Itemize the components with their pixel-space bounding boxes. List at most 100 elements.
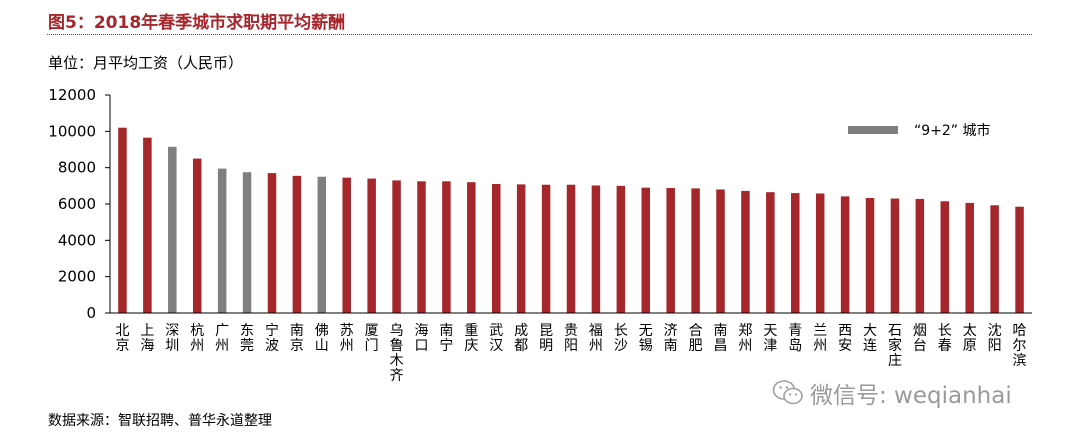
bar	[168, 146, 177, 313]
y-tick-label: 2000	[58, 268, 96, 286]
category-label-char: 沙	[614, 338, 628, 354]
y-tick-label: 4000	[58, 231, 96, 249]
category-label-char: 连	[863, 338, 877, 354]
category-label-char: 贵	[564, 323, 578, 339]
category-label-char: 长	[938, 323, 952, 339]
y-tick-label: 6000	[58, 195, 96, 213]
category-label-char: 武	[489, 323, 503, 339]
category-label-char: 深	[165, 323, 179, 339]
category-label-char: 济	[664, 323, 678, 339]
category-label: 大连	[863, 323, 877, 354]
category-label-char: 西	[838, 323, 852, 339]
category-label-char: 烟	[913, 323, 927, 339]
category-label-char: 木	[390, 353, 404, 369]
category-label-char: 滨	[1013, 353, 1027, 369]
bar	[791, 193, 800, 313]
category-label: 深圳	[165, 323, 179, 354]
category-label-char: 口	[414, 338, 428, 354]
bar	[242, 172, 252, 313]
title-divider	[47, 34, 1032, 35]
category-label: 沈阳	[988, 323, 1002, 354]
bars	[118, 127, 1024, 313]
category-label: 长春	[938, 323, 952, 354]
category-label-char: 圳	[165, 338, 179, 354]
bar	[616, 185, 626, 313]
bar	[566, 184, 576, 313]
y-axis: 0 2000 4000 6000 8000 10000 12000	[48, 86, 111, 322]
category-label-char: 南	[664, 338, 678, 354]
y-tick-label: 8000	[58, 159, 96, 177]
category-label: 福州	[589, 323, 603, 354]
y-tick-label: 10000	[48, 122, 96, 140]
category-label: 杭州	[190, 323, 204, 354]
category-label-char: 安	[838, 338, 852, 354]
bar	[292, 175, 302, 313]
category-label: 合肥	[689, 323, 703, 354]
category-label-char: 佛	[315, 323, 329, 339]
bar	[491, 184, 501, 313]
category-label-char: 昆	[539, 323, 553, 339]
category-label: 乌鲁木齐	[390, 323, 404, 384]
category-label: 苏州	[340, 323, 354, 354]
category-label-char: 郑	[738, 323, 752, 339]
category-label-char: 大	[863, 323, 877, 339]
category-label-char: 尔	[1013, 338, 1027, 354]
bar	[865, 198, 875, 313]
bar	[367, 178, 376, 313]
category-label: 昆明	[539, 323, 553, 354]
bar	[317, 176, 327, 313]
category-label-char: 宁	[439, 337, 453, 354]
bar	[990, 205, 999, 313]
category-label-char: 庆	[464, 338, 478, 354]
bar	[516, 184, 526, 313]
category-label: 石家庄	[888, 323, 902, 369]
category-label-char: 汉	[489, 338, 503, 354]
category-label-char: 兰	[813, 323, 827, 339]
category-label: 无锡	[639, 323, 653, 354]
category-label-char: 鲁	[390, 338, 404, 354]
category-label-char: 州	[190, 338, 204, 354]
category-label-char: 阳	[564, 338, 578, 354]
category-label: 南昌	[714, 323, 728, 354]
category-label: 东莞	[240, 323, 254, 354]
category-label-char: 海	[414, 323, 428, 339]
category-label: 广州	[215, 323, 229, 354]
category-label-char: 广	[215, 323, 229, 339]
category-label: 佛山	[315, 323, 329, 354]
category-label-char: 州	[340, 338, 354, 354]
category-label-char: 青	[788, 323, 802, 339]
category-label-char: 昌	[714, 338, 728, 354]
category-label: 重庆	[464, 323, 478, 354]
bar	[192, 158, 202, 313]
category-label: 西安	[838, 323, 852, 354]
category-label-char: 太	[963, 323, 977, 339]
category-label-char: 宁	[265, 322, 279, 339]
category-label-char: 家	[888, 337, 902, 354]
category-label-char: 北	[115, 323, 129, 339]
bar	[417, 181, 426, 313]
category-label: 南京	[290, 323, 304, 354]
category-label-char: 东	[240, 323, 254, 339]
wechat-icon	[772, 380, 803, 405]
category-label-char: 上	[140, 323, 154, 339]
category-label-char: 厦	[365, 323, 379, 339]
category-label-char: 乌	[390, 323, 404, 339]
bar	[1015, 206, 1024, 313]
category-label-char: 山	[315, 338, 329, 354]
category-label: 长沙	[614, 323, 628, 354]
category-label-char: 哈	[1013, 323, 1027, 339]
legend-label: “9+2” 城市	[914, 122, 991, 139]
bar	[915, 198, 925, 313]
bar	[118, 127, 127, 313]
category-label: 太原	[963, 323, 977, 354]
bar	[641, 187, 651, 313]
bar	[541, 184, 551, 313]
category-label-char: 州	[813, 338, 827, 354]
category-label: 南宁	[439, 323, 453, 354]
category-label-char: 肥	[689, 338, 703, 354]
bar	[840, 196, 850, 313]
source-note: 数据来源：智联招聘、普华永道整理	[48, 413, 272, 429]
category-label-char: 沈	[988, 323, 1002, 339]
category-label: 厦门	[365, 323, 379, 354]
